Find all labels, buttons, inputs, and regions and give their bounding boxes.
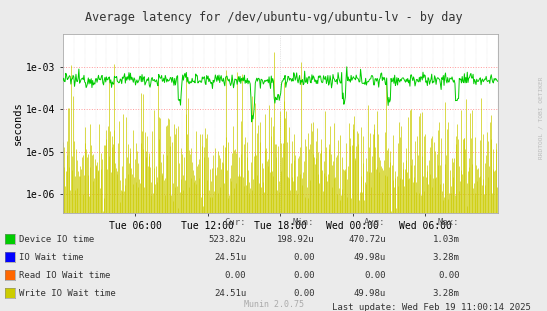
Text: 0.00: 0.00 (364, 271, 386, 280)
Text: 3.28m: 3.28m (433, 289, 459, 298)
Text: Avg:: Avg: (364, 218, 386, 227)
Text: Max:: Max: (438, 218, 459, 227)
Text: 0.00: 0.00 (293, 289, 315, 298)
Text: Cur:: Cur: (225, 218, 246, 227)
Text: Device IO time: Device IO time (19, 235, 95, 244)
Text: IO Wait time: IO Wait time (19, 253, 84, 262)
Text: 0.00: 0.00 (293, 253, 315, 262)
Text: 24.51u: 24.51u (214, 289, 246, 298)
Text: Munin 2.0.75: Munin 2.0.75 (243, 299, 304, 309)
Text: 0.00: 0.00 (225, 271, 246, 280)
Text: 24.51u: 24.51u (214, 253, 246, 262)
Text: 0.00: 0.00 (438, 271, 459, 280)
Text: Read IO Wait time: Read IO Wait time (19, 271, 110, 280)
Text: Last update: Wed Feb 19 11:00:14 2025: Last update: Wed Feb 19 11:00:14 2025 (331, 304, 531, 311)
Text: Write IO Wait time: Write IO Wait time (19, 289, 116, 298)
Text: 3.28m: 3.28m (433, 253, 459, 262)
Text: 470.72u: 470.72u (348, 235, 386, 244)
Text: 0.00: 0.00 (293, 271, 315, 280)
Text: 523.82u: 523.82u (208, 235, 246, 244)
Y-axis label: seconds: seconds (13, 102, 23, 146)
Text: 1.03m: 1.03m (433, 235, 459, 244)
Text: RRDTOOL / TOBI OETIKER: RRDTOOL / TOBI OETIKER (538, 77, 543, 160)
Text: Average latency for /dev/ubuntu-vg/ubuntu-lv - by day: Average latency for /dev/ubuntu-vg/ubunt… (85, 11, 462, 24)
Text: 49.98u: 49.98u (353, 289, 386, 298)
Text: Min:: Min: (293, 218, 315, 227)
Text: 49.98u: 49.98u (353, 253, 386, 262)
Text: 198.92u: 198.92u (277, 235, 315, 244)
